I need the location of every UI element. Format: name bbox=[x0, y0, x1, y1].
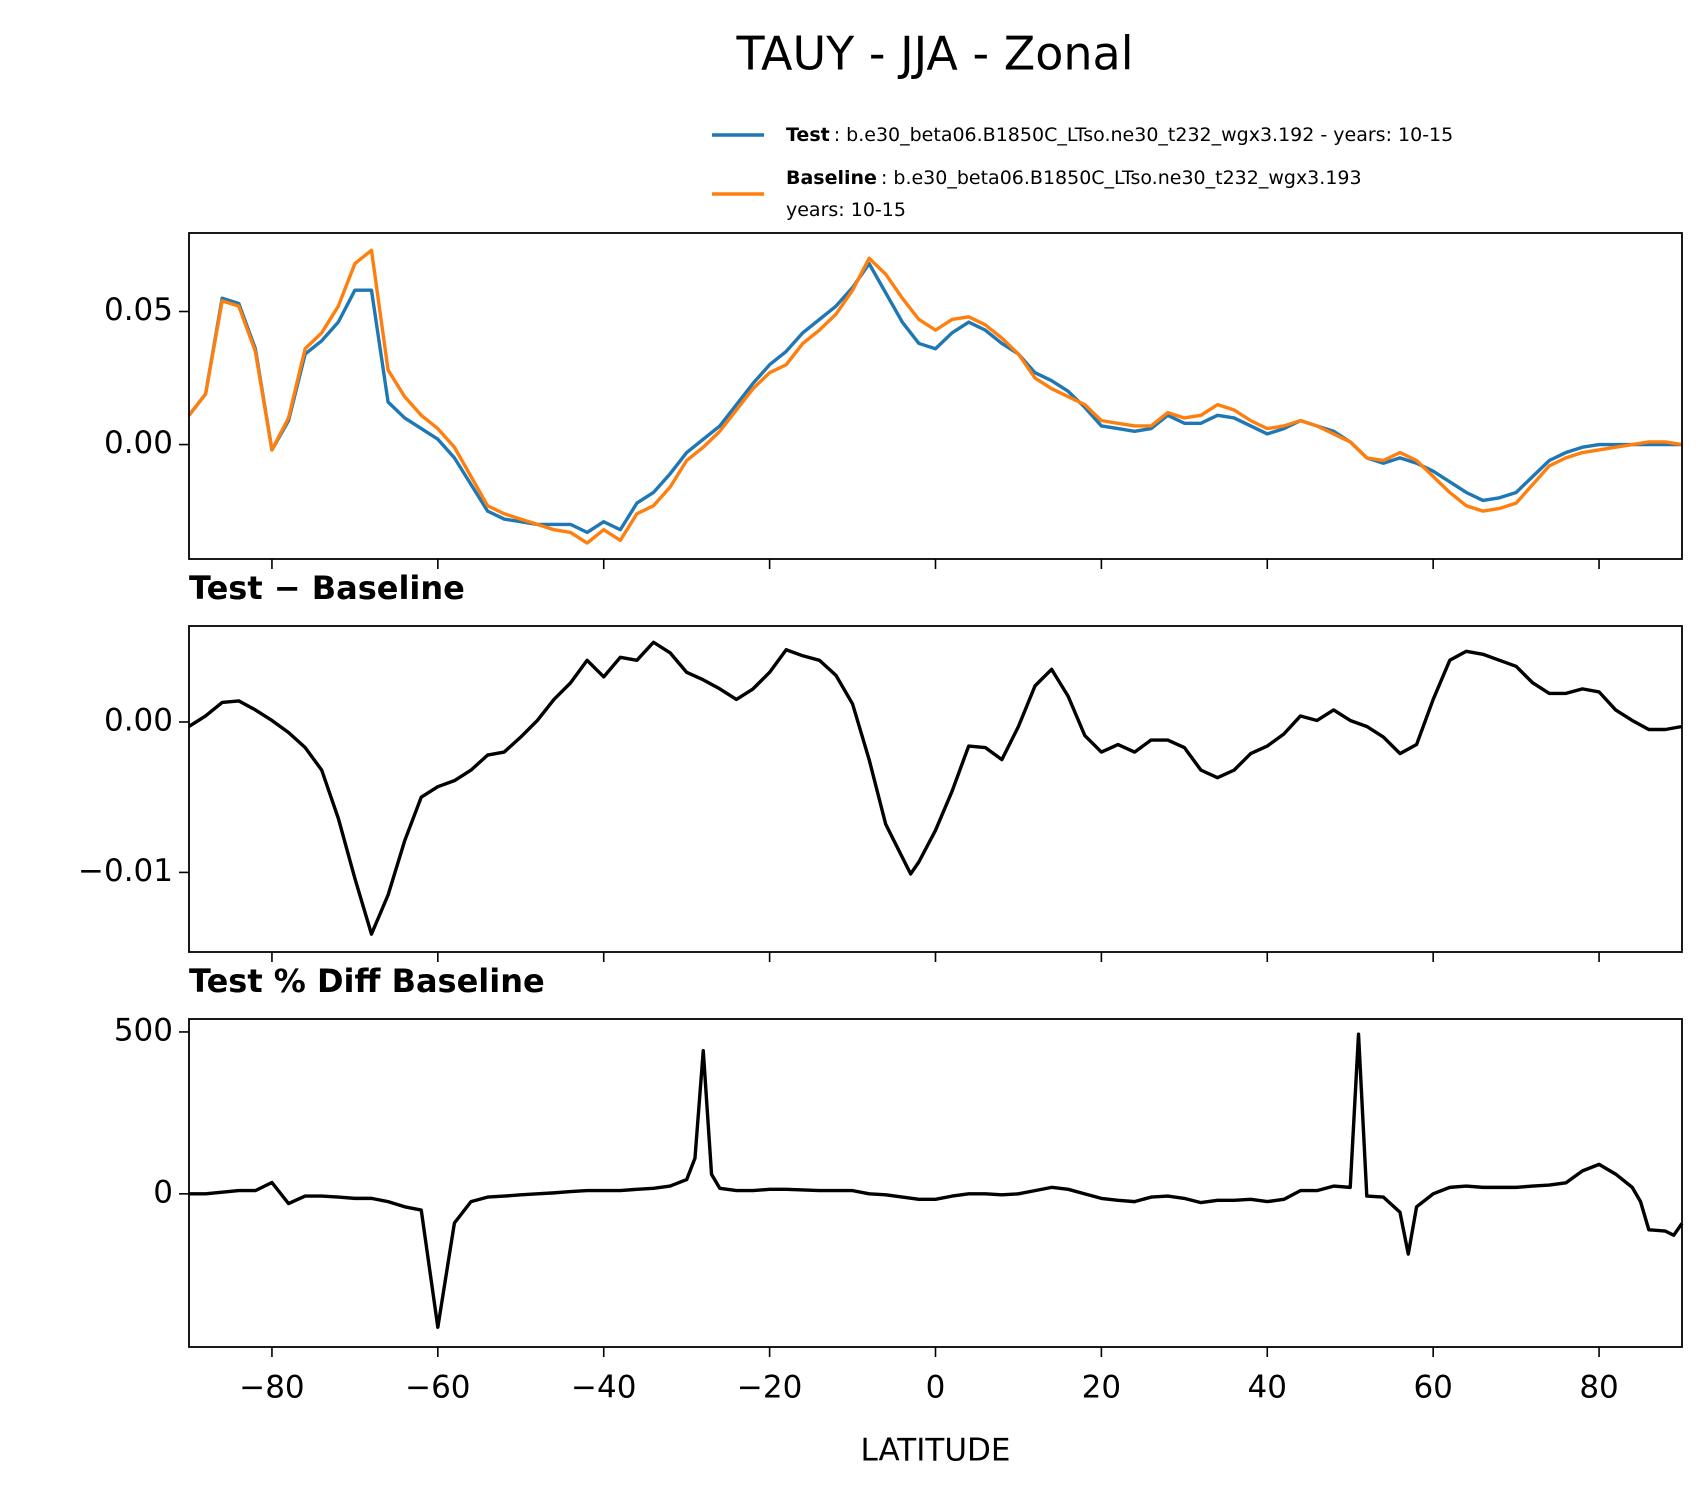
legend-detail: years: 10-15 bbox=[786, 199, 906, 221]
x-tick-label: 40 bbox=[1248, 1370, 1287, 1406]
data-line bbox=[187, 261, 1682, 535]
subplot-title: Test % Diff Baseline bbox=[189, 962, 545, 1000]
axes-frame bbox=[188, 232, 1683, 560]
x-tick-label: 20 bbox=[1082, 1370, 1121, 1406]
axes-frame bbox=[188, 625, 1683, 953]
data-line bbox=[188, 640, 1683, 936]
x-tick-label: −80 bbox=[239, 1370, 304, 1406]
legend-name: Test bbox=[786, 124, 830, 146]
axes: Test − Baseline −0.01 0.00 bbox=[78, 569, 1683, 962]
x-tick-label: −20 bbox=[737, 1370, 802, 1406]
x-axis-label: LATITUDE bbox=[861, 1433, 1011, 1469]
legend-detail: : b.e30_beta06.B1850C_LTso.ne30_t232_wgx… bbox=[881, 167, 1362, 189]
figure-title: TAUY - JJA - Zonal bbox=[735, 27, 1133, 81]
x-tick-label: 60 bbox=[1413, 1370, 1452, 1406]
legend-text: Baseline: b.e30_beta06.B1850C_LTso.ne30_… bbox=[786, 167, 1362, 189]
x-tick-label: 80 bbox=[1579, 1370, 1618, 1406]
legend-name: Baseline bbox=[786, 167, 877, 189]
axes: Test % Diff Baseline 0 500 −80 −60 −40 −20 0 20 4… bbox=[114, 962, 1684, 1469]
y-tick-label: −0.01 bbox=[78, 853, 173, 889]
axes: 0.00 0.05 bbox=[104, 232, 1683, 569]
legend-text: Test: b.e30_beta06.B1850C_LTso.ne30_t232… bbox=[786, 124, 1453, 146]
legend-detail: : b.e30_beta06.B1850C_LTso.ne30_t232_wgx… bbox=[834, 124, 1454, 146]
y-tick-label: 0.00 bbox=[104, 425, 173, 461]
x-tick-label: −60 bbox=[405, 1370, 470, 1406]
x-tick-label: −40 bbox=[571, 1370, 636, 1406]
legend-text: years: 10-15 bbox=[786, 199, 906, 221]
data-line bbox=[187, 248, 1683, 545]
subplot-title: Test − Baseline bbox=[189, 569, 465, 607]
y-tick-label: 500 bbox=[114, 1012, 173, 1048]
y-tick-label: 0.00 bbox=[104, 702, 173, 738]
y-tick-label: 0 bbox=[153, 1174, 173, 1210]
axes-frame bbox=[188, 1018, 1683, 1348]
x-tick-label: 0 bbox=[926, 1370, 946, 1406]
y-tick-label: 0.05 bbox=[104, 292, 173, 328]
data-line bbox=[189, 1032, 1684, 1329]
